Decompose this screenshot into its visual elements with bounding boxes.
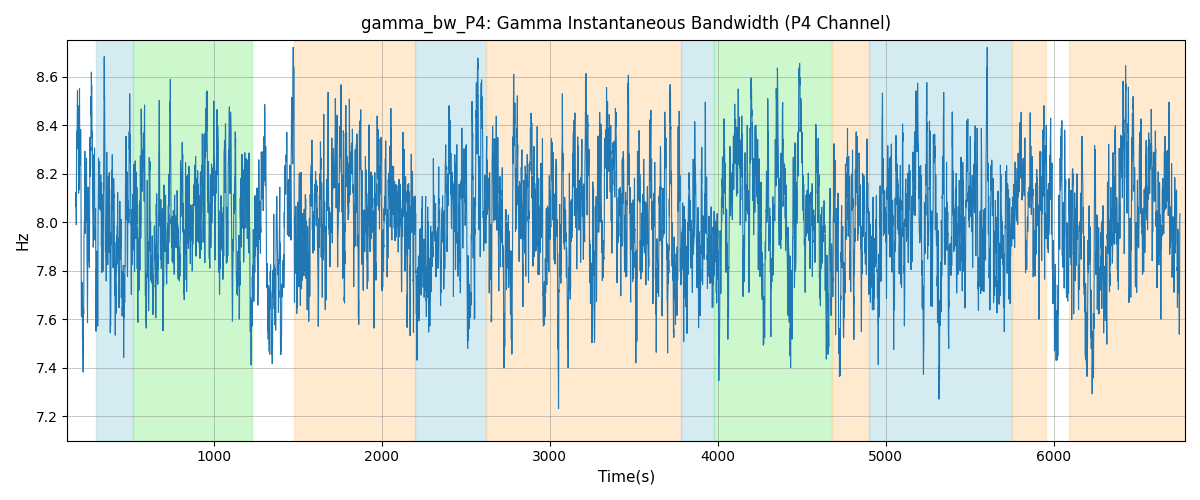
Bar bbox=[714, 40, 832, 440]
Bar bbox=[415, 40, 486, 440]
Bar bbox=[869, 40, 1012, 440]
Bar bbox=[680, 40, 714, 440]
Bar bbox=[133, 40, 252, 440]
Bar bbox=[96, 40, 133, 440]
Y-axis label: Hz: Hz bbox=[16, 230, 30, 250]
Title: gamma_bw_P4: Gamma Instantaneous Bandwidth (P4 Channel): gamma_bw_P4: Gamma Instantaneous Bandwid… bbox=[361, 15, 892, 34]
Bar bbox=[832, 40, 869, 440]
X-axis label: Time(s): Time(s) bbox=[598, 470, 655, 485]
Bar bbox=[1012, 40, 1045, 440]
Bar bbox=[1069, 40, 1184, 440]
Bar bbox=[294, 40, 415, 440]
Bar bbox=[486, 40, 680, 440]
